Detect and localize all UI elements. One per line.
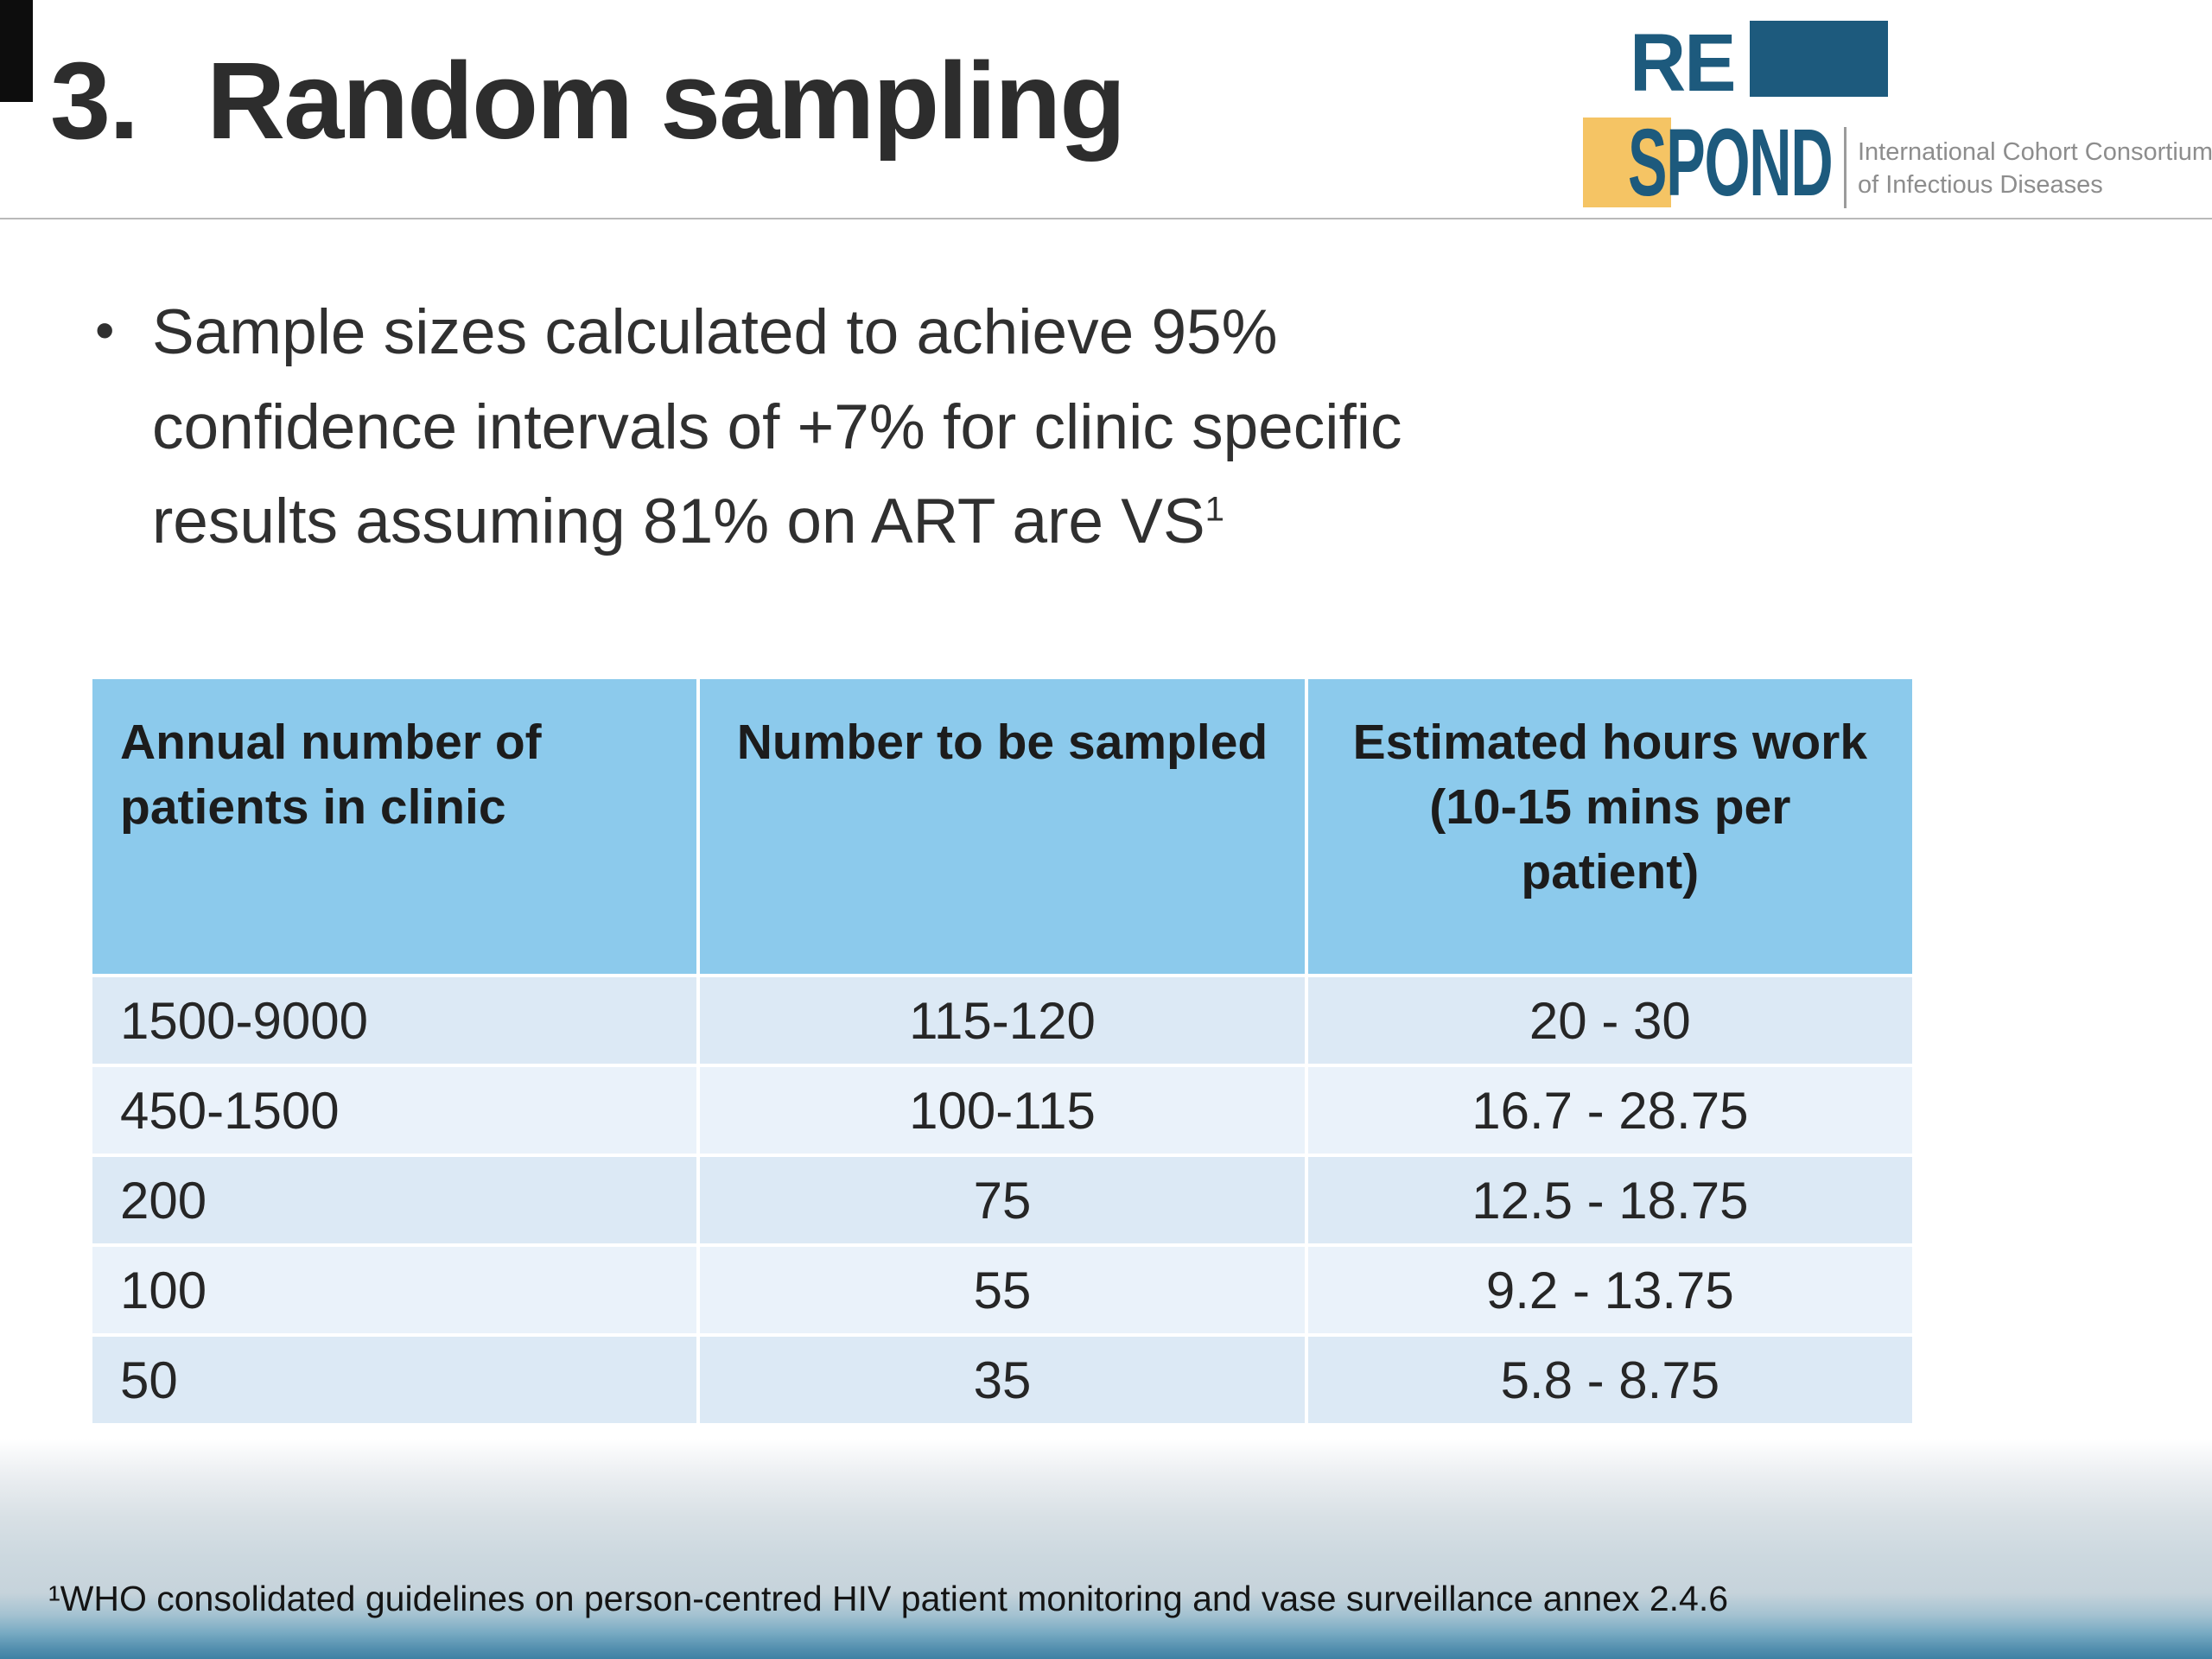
- col-header-estimated-hours: Estimated hours work (10-15 mins per pat…: [1304, 676, 1916, 977]
- table-cell: 450-1500: [88, 1064, 701, 1157]
- table-cell: 20 - 30: [1304, 974, 1916, 1067]
- bullet-text: Sample sizes calculated to achieve 95% c…: [152, 285, 1996, 569]
- page-title-text: Random sampling: [207, 40, 1126, 162]
- table-cell: 35: [696, 1333, 1308, 1427]
- col-header-annual-patients: Annual number of patients in clinic: [88, 676, 701, 977]
- table-header-row: Annual number of patients in clinic Numb…: [88, 676, 1916, 977]
- header-divider: [0, 218, 2212, 219]
- table-cell: 100-115: [696, 1064, 1308, 1157]
- table-row: 200 75 12.5 - 18.75: [88, 1154, 1916, 1247]
- table-row: 50 35 5.8 - 8.75: [88, 1333, 1916, 1427]
- logo-text-spond: SPOND: [1628, 110, 1834, 216]
- logo-navy-rectangle: [1750, 21, 1888, 97]
- footnote: ¹WHO consolidated guidelines on person-c…: [48, 1579, 1729, 1618]
- bullet-line-2: confidence intervals of +7% for clinic s…: [152, 391, 1402, 462]
- table-cell: 50: [88, 1333, 701, 1427]
- bullet-line-1: Sample sizes calculated to achieve 95%: [152, 297, 1278, 367]
- logo-text-re: RE: [1630, 17, 1736, 109]
- sample-table-body: 1500-9000 115-120 20 - 30 450-1500 100-115 16…: [88, 974, 1916, 1427]
- table-cell: 100: [88, 1243, 701, 1337]
- respond-logo: RE SPOND International Cohort Consortium…: [1580, 10, 2212, 218]
- table-cell: 75: [696, 1154, 1308, 1247]
- page-title: 3. Random sampling: [50, 40, 1126, 162]
- logo-tagline-line1: International Cohort Consortium: [1858, 138, 2212, 166]
- table-row: 450-1500 100-115 16.7 - 28.75: [88, 1064, 1916, 1157]
- table-row: 100 55 9.2 - 13.75: [88, 1243, 1916, 1337]
- table-cell: 9.2 - 13.75: [1304, 1243, 1916, 1337]
- footer-gradient-band: [0, 1439, 2212, 1659]
- page-title-number: 3.: [50, 40, 139, 162]
- bullet-footnote-ref: 1: [1205, 489, 1224, 529]
- table-cell: 12.5 - 18.75: [1304, 1154, 1916, 1247]
- table-cell: 55: [696, 1243, 1308, 1337]
- table-row: 1500-9000 115-120 20 - 30: [88, 974, 1916, 1067]
- table-cell: 1500-9000: [88, 974, 701, 1067]
- col-header-number-sampled: Number to be sampled: [696, 676, 1308, 977]
- bullet-marker: •: [95, 299, 115, 361]
- table-cell: 5.8 - 8.75: [1304, 1333, 1916, 1427]
- logo-tagline-line2: of Infectious Diseases: [1858, 170, 2103, 199]
- table-cell: 115-120: [696, 974, 1308, 1067]
- logo-yellow-square: [1583, 118, 1671, 207]
- table-cell: 16.7 - 28.75: [1304, 1064, 1916, 1157]
- table-cell: 200: [88, 1154, 701, 1247]
- sample-size-table: Annual number of patients in clinic Numb…: [88, 676, 1916, 1427]
- logo-divider-line: [1844, 127, 1847, 208]
- bullet-line-3: results assuming 81% on ART are VS: [152, 486, 1205, 556]
- bullet-block: • Sample sizes calculated to achieve 95%…: [95, 285, 1996, 569]
- corner-mark: [0, 0, 33, 102]
- logo-tagline: International Cohort Consortium of Infec…: [1858, 137, 2212, 201]
